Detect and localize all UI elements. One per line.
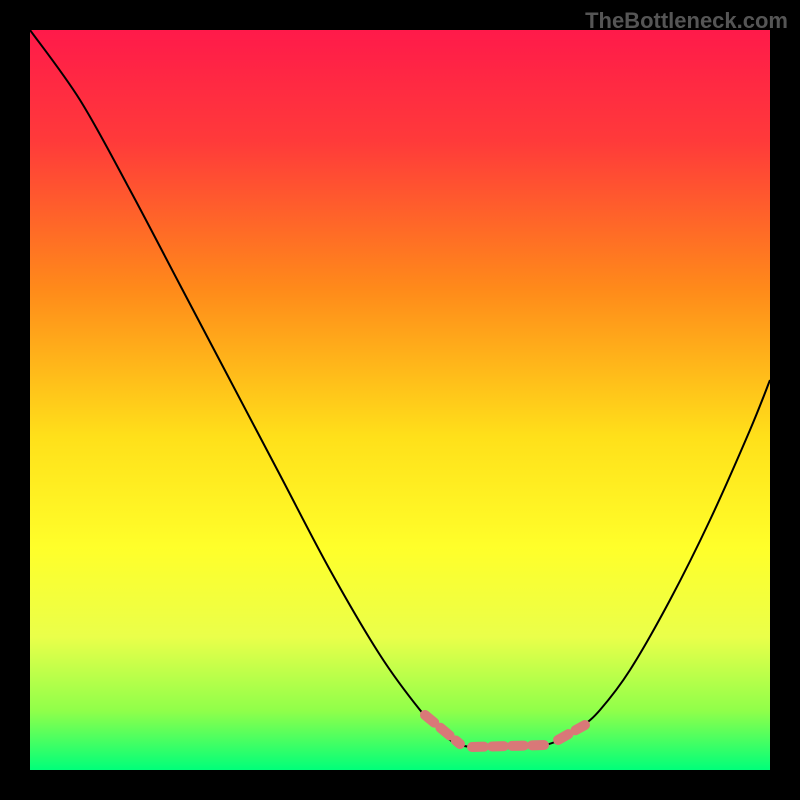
chart-background: [30, 30, 770, 770]
chart-svg: [30, 30, 770, 770]
watermark-text: TheBottleneck.com: [585, 8, 788, 34]
bottleneck-chart: [30, 30, 770, 770]
